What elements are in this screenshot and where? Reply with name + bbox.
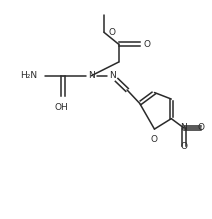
Text: H₂N: H₂N <box>20 71 38 80</box>
Text: O: O <box>144 40 151 49</box>
Text: O: O <box>109 28 116 37</box>
Text: O: O <box>180 142 187 151</box>
Text: N: N <box>88 71 95 80</box>
Text: O: O <box>197 124 204 132</box>
Text: OH: OH <box>55 103 69 112</box>
Text: N: N <box>109 71 116 80</box>
Text: N: N <box>181 124 187 132</box>
Text: O: O <box>151 135 158 144</box>
